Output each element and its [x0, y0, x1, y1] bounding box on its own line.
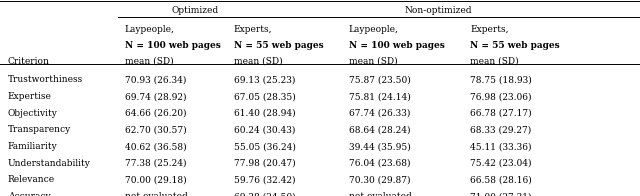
- Text: Familiarity: Familiarity: [8, 142, 58, 151]
- Text: 45.11 (33.36): 45.11 (33.36): [470, 142, 532, 151]
- Text: Relevance: Relevance: [8, 175, 55, 184]
- Text: 70.93 (26.34): 70.93 (26.34): [125, 75, 186, 84]
- Text: 70.00 (29.18): 70.00 (29.18): [125, 175, 186, 184]
- Text: 76.04 (23.68): 76.04 (23.68): [349, 159, 410, 168]
- Text: Experts,: Experts,: [234, 25, 272, 34]
- Text: mean (SD): mean (SD): [349, 57, 397, 66]
- Text: 69.74 (28.92): 69.74 (28.92): [125, 92, 186, 101]
- Text: mean (SD): mean (SD): [470, 57, 519, 66]
- Text: Accuracy: Accuracy: [8, 192, 51, 196]
- Text: 67.74 (26.33): 67.74 (26.33): [349, 109, 410, 118]
- Text: not evaluated: not evaluated: [125, 192, 188, 196]
- Text: 69.38 (24.50): 69.38 (24.50): [234, 192, 295, 196]
- Text: 66.78 (27.17): 66.78 (27.17): [470, 109, 532, 118]
- Text: Experts,: Experts,: [470, 25, 509, 34]
- Text: 77.98 (20.47): 77.98 (20.47): [234, 159, 295, 168]
- Text: Criterion: Criterion: [8, 57, 49, 66]
- Text: 75.42 (23.04): 75.42 (23.04): [470, 159, 532, 168]
- Text: not evaluated: not evaluated: [349, 192, 412, 196]
- Text: 76.98 (23.06): 76.98 (23.06): [470, 92, 532, 101]
- Text: 66.58 (28.16): 66.58 (28.16): [470, 175, 532, 184]
- Text: 40.62 (36.58): 40.62 (36.58): [125, 142, 186, 151]
- Text: 70.30 (29.87): 70.30 (29.87): [349, 175, 410, 184]
- Text: Expertise: Expertise: [8, 92, 52, 101]
- Text: Non-optimized: Non-optimized: [404, 6, 472, 15]
- Text: 61.40 (28.94): 61.40 (28.94): [234, 109, 295, 118]
- Text: 75.87 (23.50): 75.87 (23.50): [349, 75, 410, 84]
- Text: Understandability: Understandability: [8, 159, 90, 168]
- Text: N = 100 web pages: N = 100 web pages: [125, 41, 221, 50]
- Text: 39.44 (35.95): 39.44 (35.95): [349, 142, 410, 151]
- Text: N = 55 web pages: N = 55 web pages: [470, 41, 560, 50]
- Text: Laypeople,: Laypeople,: [349, 25, 399, 34]
- Text: mean (SD): mean (SD): [234, 57, 282, 66]
- Text: 77.38 (25.24): 77.38 (25.24): [125, 159, 186, 168]
- Text: Trustworthiness: Trustworthiness: [8, 75, 83, 84]
- Text: N = 55 web pages: N = 55 web pages: [234, 41, 323, 50]
- Text: 68.33 (29.27): 68.33 (29.27): [470, 125, 532, 134]
- Text: 69.13 (25.23): 69.13 (25.23): [234, 75, 295, 84]
- Text: Optimized: Optimized: [172, 6, 219, 15]
- Text: N = 100 web pages: N = 100 web pages: [349, 41, 445, 50]
- Text: 62.70 (30.57): 62.70 (30.57): [125, 125, 186, 134]
- Text: 68.64 (28.24): 68.64 (28.24): [349, 125, 410, 134]
- Text: 75.81 (24.14): 75.81 (24.14): [349, 92, 410, 101]
- Text: 67.05 (28.35): 67.05 (28.35): [234, 92, 295, 101]
- Text: 64.66 (26.20): 64.66 (26.20): [125, 109, 186, 118]
- Text: 60.24 (30.43): 60.24 (30.43): [234, 125, 295, 134]
- Text: Transparency: Transparency: [8, 125, 71, 134]
- Text: Objectivity: Objectivity: [8, 109, 58, 118]
- Text: 59.76 (32.42): 59.76 (32.42): [234, 175, 295, 184]
- Text: Laypeople,: Laypeople,: [125, 25, 175, 34]
- Text: 78.75 (18.93): 78.75 (18.93): [470, 75, 532, 84]
- Text: 71.00 (27.31): 71.00 (27.31): [470, 192, 532, 196]
- Text: 55.05 (36.24): 55.05 (36.24): [234, 142, 296, 151]
- Text: mean (SD): mean (SD): [125, 57, 173, 66]
